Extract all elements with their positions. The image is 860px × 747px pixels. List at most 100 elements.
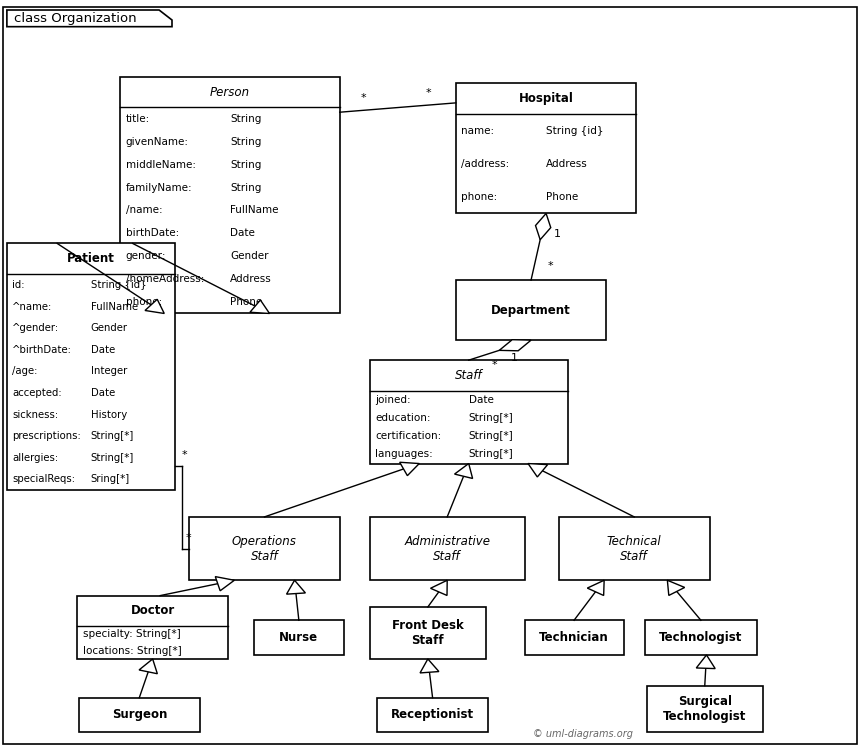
- Text: /name:: /name:: [126, 205, 163, 215]
- FancyBboxPatch shape: [370, 517, 525, 580]
- Polygon shape: [215, 577, 234, 591]
- Polygon shape: [536, 214, 550, 240]
- Text: Nurse: Nurse: [280, 631, 318, 644]
- FancyBboxPatch shape: [7, 244, 175, 490]
- Text: title:: title:: [126, 114, 150, 124]
- Text: *: *: [181, 450, 187, 459]
- FancyBboxPatch shape: [3, 7, 857, 744]
- Text: /age:: /age:: [12, 366, 38, 376]
- Text: String: String: [230, 137, 261, 146]
- Text: History: History: [91, 409, 127, 420]
- Text: Date: Date: [469, 395, 494, 405]
- Text: ^name:: ^name:: [12, 302, 52, 311]
- Text: Staff: Staff: [455, 369, 482, 382]
- Text: name:: name:: [461, 125, 494, 136]
- Text: *: *: [361, 93, 366, 103]
- FancyBboxPatch shape: [120, 77, 340, 314]
- Text: Person: Person: [210, 86, 250, 99]
- FancyBboxPatch shape: [79, 698, 200, 732]
- Text: String[*]: String[*]: [469, 413, 513, 423]
- Text: String: String: [230, 160, 261, 170]
- Text: ^birthDate:: ^birthDate:: [12, 345, 72, 355]
- Text: class Organization: class Organization: [14, 12, 137, 25]
- Text: 1: 1: [554, 229, 561, 239]
- Polygon shape: [697, 655, 716, 669]
- Text: © uml-diagrams.org: © uml-diagrams.org: [533, 729, 633, 739]
- Text: id:: id:: [12, 280, 25, 290]
- Polygon shape: [7, 10, 172, 27]
- Text: prescriptions:: prescriptions:: [12, 431, 81, 441]
- Text: Date: Date: [91, 345, 115, 355]
- Polygon shape: [500, 340, 531, 351]
- FancyBboxPatch shape: [370, 360, 568, 464]
- FancyBboxPatch shape: [370, 607, 486, 659]
- Text: Phone: Phone: [546, 192, 578, 202]
- Text: Surgical
Technologist: Surgical Technologist: [663, 695, 746, 723]
- Text: 1: 1: [511, 353, 519, 363]
- Text: specialReqs:: specialReqs:: [12, 474, 75, 484]
- Text: phone:: phone:: [461, 192, 497, 202]
- Text: specialty: String[*]: specialty: String[*]: [83, 630, 181, 639]
- FancyBboxPatch shape: [647, 686, 763, 732]
- Text: Surgeon: Surgeon: [112, 708, 167, 722]
- Text: *: *: [426, 88, 432, 98]
- Text: FullName: FullName: [230, 205, 279, 215]
- Polygon shape: [587, 580, 604, 595]
- Polygon shape: [145, 300, 164, 314]
- Text: Address: Address: [230, 274, 272, 284]
- Text: String[*]: String[*]: [469, 450, 513, 459]
- Text: Date: Date: [91, 388, 115, 398]
- Polygon shape: [400, 462, 420, 476]
- Text: Address: Address: [546, 159, 588, 169]
- Text: Technologist: Technologist: [660, 631, 742, 644]
- Text: languages:: languages:: [375, 450, 433, 459]
- FancyBboxPatch shape: [254, 620, 344, 655]
- Polygon shape: [667, 580, 685, 595]
- Polygon shape: [139, 659, 157, 674]
- Text: Integer: Integer: [91, 366, 127, 376]
- Text: Administrative
Staff: Administrative Staff: [404, 535, 490, 562]
- Text: Hospital: Hospital: [519, 92, 574, 105]
- Text: birthDate:: birthDate:: [126, 229, 179, 238]
- Text: phone:: phone:: [126, 297, 162, 307]
- Text: Patient: Patient: [67, 252, 114, 265]
- Text: String: String: [230, 114, 261, 124]
- Text: locations: String[*]: locations: String[*]: [83, 646, 181, 656]
- FancyBboxPatch shape: [77, 595, 228, 659]
- Polygon shape: [250, 300, 269, 314]
- FancyBboxPatch shape: [456, 280, 606, 340]
- Text: String: String: [230, 182, 261, 193]
- Text: Department: Department: [491, 303, 571, 317]
- Text: gender:: gender:: [126, 251, 166, 261]
- Text: /homeAddress:: /homeAddress:: [126, 274, 204, 284]
- Text: Doctor: Doctor: [131, 604, 175, 618]
- Text: *: *: [186, 533, 192, 542]
- Text: Front Desk
Staff: Front Desk Staff: [392, 619, 464, 647]
- Text: String {id}: String {id}: [91, 280, 146, 290]
- FancyBboxPatch shape: [559, 517, 710, 580]
- Text: /address:: /address:: [461, 159, 509, 169]
- Text: Gender: Gender: [230, 251, 268, 261]
- FancyBboxPatch shape: [189, 517, 340, 580]
- Text: Technician: Technician: [539, 631, 609, 644]
- Text: Phone: Phone: [230, 297, 262, 307]
- Text: education:: education:: [375, 413, 431, 423]
- Text: String[*]: String[*]: [91, 453, 134, 463]
- Text: *: *: [547, 261, 553, 270]
- FancyBboxPatch shape: [645, 620, 757, 655]
- Text: accepted:: accepted:: [12, 388, 62, 398]
- Text: String[*]: String[*]: [91, 431, 134, 441]
- Text: allergies:: allergies:: [12, 453, 58, 463]
- Text: Receptionist: Receptionist: [391, 708, 474, 722]
- Text: Date: Date: [230, 229, 255, 238]
- Polygon shape: [455, 464, 473, 479]
- Text: sickness:: sickness:: [12, 409, 58, 420]
- Polygon shape: [286, 580, 305, 594]
- Polygon shape: [528, 464, 548, 477]
- Text: middleName:: middleName:: [126, 160, 195, 170]
- Text: String[*]: String[*]: [469, 431, 513, 441]
- Text: joined:: joined:: [375, 395, 410, 405]
- Text: FullName: FullName: [91, 302, 138, 311]
- FancyBboxPatch shape: [525, 620, 624, 655]
- Text: Sring[*]: Sring[*]: [91, 474, 130, 484]
